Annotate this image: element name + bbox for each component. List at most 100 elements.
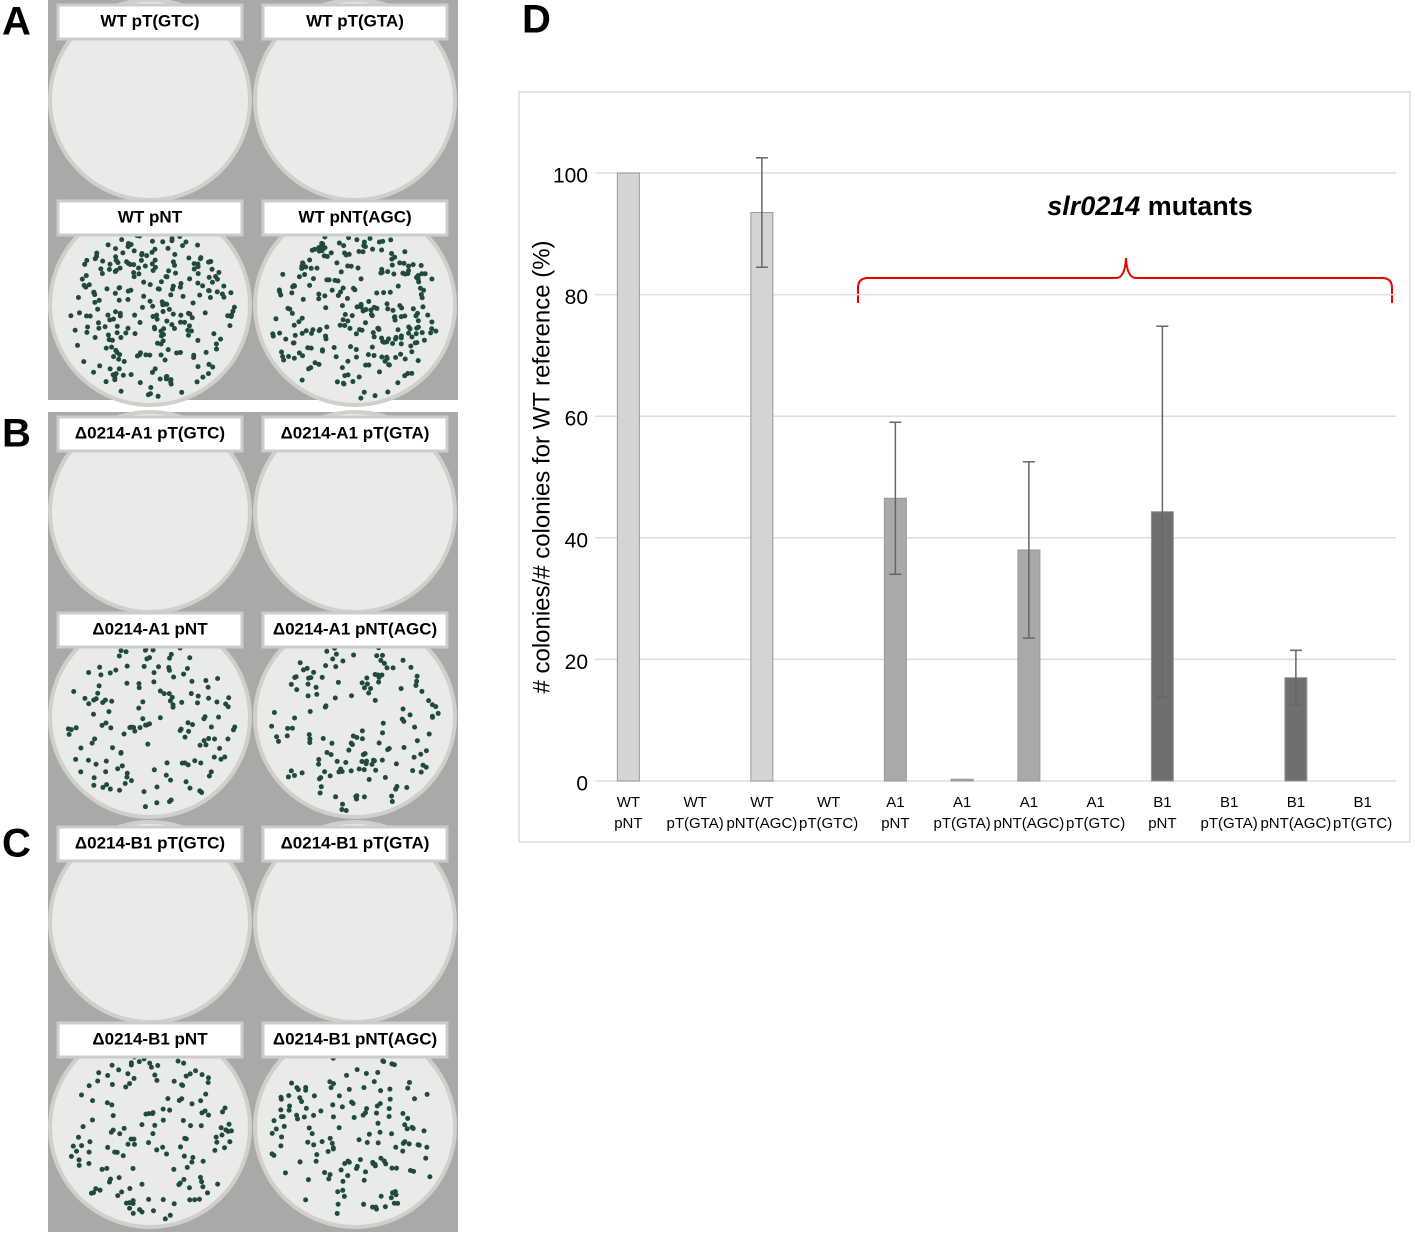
colony [297,1095,303,1101]
colony [395,380,401,386]
colony [168,651,174,657]
colony [213,274,219,280]
colony [103,345,109,351]
colony [112,269,118,275]
colony [169,238,175,244]
colony [187,785,193,791]
colony [205,1190,211,1196]
colony [296,319,302,325]
colony [111,354,117,360]
colony [162,357,168,363]
colony [354,1067,360,1073]
colony [398,686,404,692]
colony [183,239,189,245]
colony [140,699,146,705]
colony [380,720,386,726]
colony [307,282,313,288]
colony [389,262,395,268]
colony [171,1166,177,1172]
colony [349,313,355,319]
colony [390,307,396,313]
colony [87,1139,93,1145]
colony [305,1139,311,1145]
colony [323,663,329,669]
colony [405,1115,411,1121]
colony [320,348,326,354]
colony [113,667,119,673]
colony [398,351,404,357]
colony [335,1189,341,1195]
colony [288,681,294,687]
colony [137,1207,143,1213]
colony [419,688,425,694]
y-tick-label: 60 [565,408,588,431]
colony [75,342,81,348]
colony [313,1158,319,1164]
colony [115,1193,121,1199]
colony [382,1204,388,1210]
colony [356,374,362,380]
colony [178,312,184,318]
colony [195,693,201,699]
colony [159,299,165,305]
colony [421,287,427,293]
colony [291,340,297,346]
colony [198,255,204,261]
colony [156,286,162,292]
colony [90,711,96,717]
colony [199,790,205,796]
colony [80,1124,86,1130]
colony [180,1118,186,1124]
colony [330,1146,336,1152]
colony [149,1111,155,1117]
colony [128,1136,134,1142]
colony [107,317,113,323]
colony [374,1206,380,1212]
colony [192,1197,198,1203]
colony [198,1123,204,1129]
colony [179,389,185,395]
colony [381,1158,387,1164]
colony [420,762,426,768]
colony [165,1096,171,1102]
colony [390,665,396,671]
colony [302,272,308,278]
colony [170,702,176,708]
colony [311,1142,317,1148]
colony [73,725,79,731]
colony [223,701,229,707]
colony [110,745,116,751]
colony [340,317,346,323]
colony [128,1062,134,1068]
colony [154,312,160,318]
colony [209,266,215,272]
colony [92,335,98,341]
colony [186,1185,192,1191]
colony [100,784,106,790]
colony [374,290,380,296]
colony [337,322,343,328]
colony [344,1072,350,1078]
colony [385,306,391,312]
colony [361,794,367,800]
colony [400,1140,406,1146]
colony [368,307,374,313]
colony [93,1186,99,1192]
x-tick-label: pNT [1148,815,1176,832]
colony [421,337,427,343]
colony [160,1106,166,1112]
colony [95,320,101,326]
colony [316,245,322,251]
colony [380,730,386,736]
colony [423,1155,429,1161]
y-tick-label: 0 [576,773,588,796]
colony [124,770,130,776]
colony [340,285,346,291]
colony [402,249,408,255]
colony [183,1136,189,1142]
colony [338,1167,344,1173]
colony [186,332,192,338]
colony [155,393,161,399]
colony [146,1196,152,1202]
colony [115,766,121,772]
